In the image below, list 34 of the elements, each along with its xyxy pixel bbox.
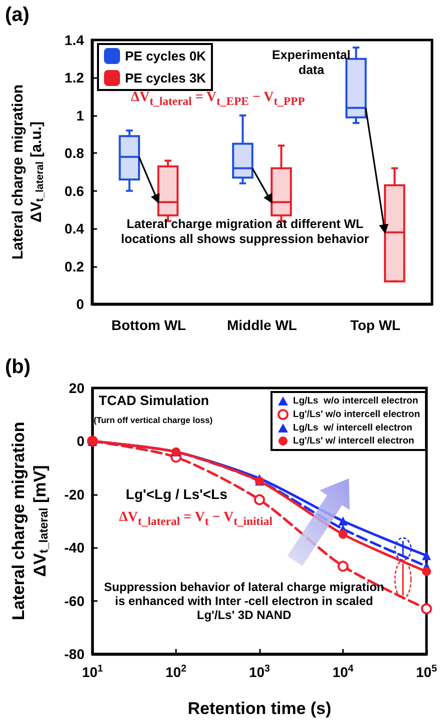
y-tick-label: 1	[76, 107, 84, 124]
y-tick-label: 20	[68, 380, 85, 396]
y-tick-label: -20	[64, 486, 85, 502]
y-tick-label: 0.2	[64, 258, 84, 274]
y-tick-label: -40	[64, 540, 85, 556]
legend-label: Lg'/Ls' w/ intercell electron	[293, 436, 414, 446]
x-tick-label: Top WL	[350, 317, 401, 333]
legend-label: PE cycles 3K	[125, 70, 207, 86]
legend-label: PE cycles 0K	[125, 48, 207, 64]
y-tick-label: 1.2	[64, 70, 84, 86]
y-tick-label: 0	[76, 433, 85, 450]
y-tick-label: -60	[64, 592, 85, 609]
y-tick-label: 1.4	[64, 32, 84, 48]
x-axis-title: Retention time (s)	[188, 699, 332, 718]
annotation: Experimental data	[271, 48, 352, 78]
annotation: ΔV$_{t_lateral}$ = V$_{t}$ − V$_{t_initial}$	[119, 510, 274, 530]
annotation: ΔV$_{t_lateral}$ = V$_{t_EPE}$ − V$_{t_PPP}$	[130, 90, 306, 109]
chart-title: (a)	[5, 4, 30, 26]
legend-label: Lg'/Ls' w/o intercell electron	[293, 409, 420, 420]
annotation: Suppression behavior of lateral charge migration is enhanced with Inter -cell electron in scaled Lg'/Ls' 3D NAND	[103, 580, 386, 623]
legend-label: Lg/Ls w/o intercell electron	[293, 396, 418, 406]
annotation: TCAD Simulation	[98, 393, 210, 410]
y-tick-label: -80	[64, 646, 85, 662]
annotation: Lateral charge migration at different WL locations all shows suppression behavior	[120, 216, 370, 247]
legend-label: Lg/Ls w/ intercell electron	[293, 422, 413, 434]
y-tick-label: 0.4	[64, 220, 84, 237]
y-tick-label: 0	[76, 296, 84, 312]
annotation: (Turn off vertical charge loss)	[94, 414, 214, 425]
x-tick-label: Middle WL	[227, 317, 298, 333]
chart-title: (b)	[5, 356, 31, 378]
x-tick-label: Bottom WL	[111, 317, 186, 333]
annotation: Lg'<Lg / Ls'<Ls	[126, 486, 228, 504]
y-tick-label: 0.8	[64, 145, 84, 162]
y-tick-label: 0.6	[64, 182, 84, 199]
